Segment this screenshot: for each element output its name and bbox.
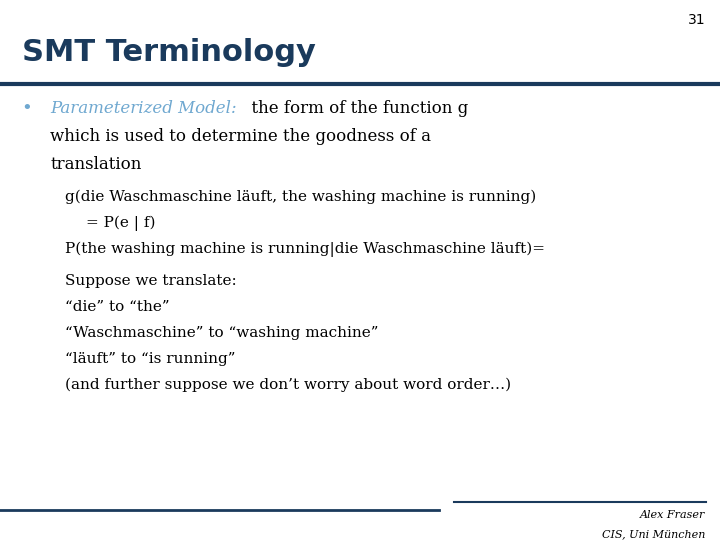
Text: “Waschmaschine” to “washing machine”: “Waschmaschine” to “washing machine” [65,326,378,340]
Text: CIS, Uni München: CIS, Uni München [602,529,706,539]
Text: the form of the function g: the form of the function g [241,100,469,117]
Text: Parameterized Model:: Parameterized Model: [50,100,237,117]
Text: (and further suppose we don’t worry about word order…): (and further suppose we don’t worry abou… [65,377,511,392]
Text: which is used to determine the goodness of a: which is used to determine the goodness … [50,128,431,145]
Text: = P(e | f): = P(e | f) [86,215,156,231]
Text: •: • [22,100,32,118]
Text: 31: 31 [688,14,706,28]
Text: Suppose we translate:: Suppose we translate: [65,274,237,288]
Text: “die” to “the”: “die” to “the” [65,300,169,314]
Text: translation: translation [50,156,142,173]
Text: SMT Terminology: SMT Terminology [22,38,315,67]
Text: “läuft” to “is running”: “läuft” to “is running” [65,352,235,366]
Text: g(die Waschmaschine läuft, the washing machine is running): g(die Waschmaschine läuft, the washing m… [65,190,536,204]
Text: Alex Fraser: Alex Fraser [640,510,706,521]
Text: P(the washing machine is running|die Waschmaschine läuft)=: P(the washing machine is running|die Was… [65,241,545,257]
